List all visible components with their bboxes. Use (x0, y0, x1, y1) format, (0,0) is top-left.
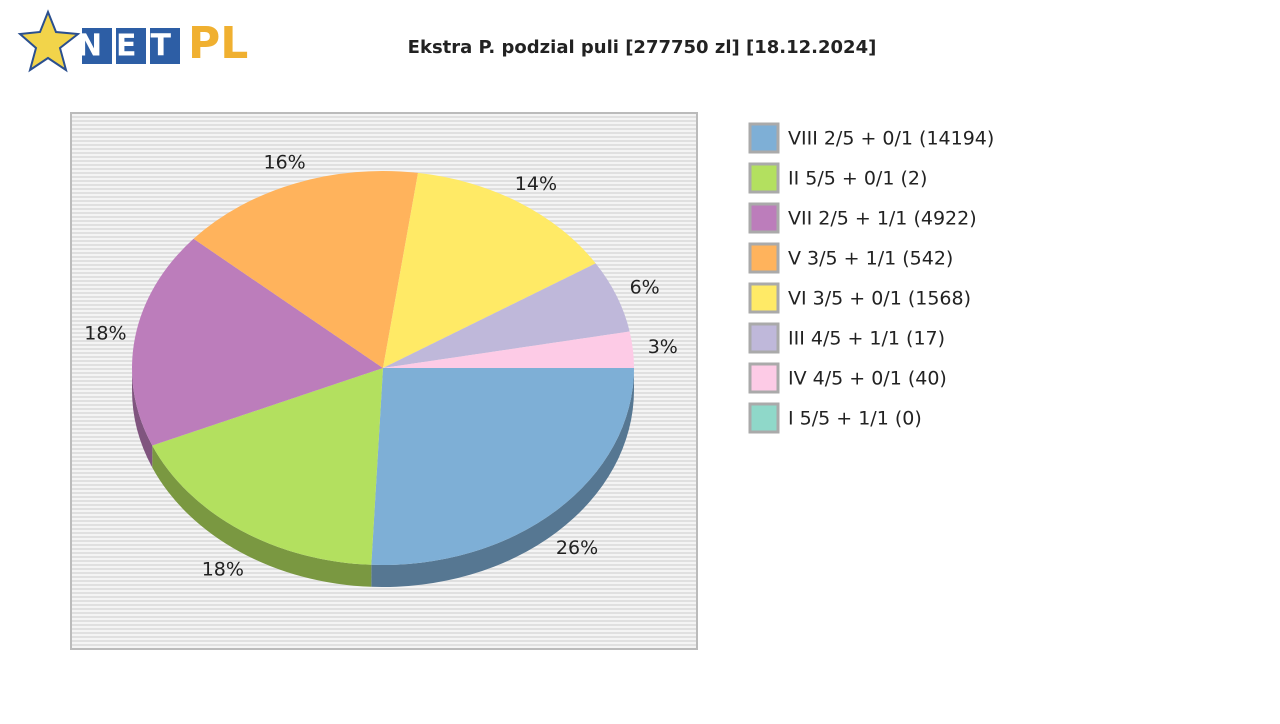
logo-box (150, 28, 180, 64)
slice (383, 331, 634, 368)
legend-label: VII 2/5 + 1/1 (4922) (788, 208, 977, 230)
value-label: 18% (202, 558, 244, 580)
legend-swatch (748, 282, 780, 314)
legend-label: V 3/5 + 1/1 (542) (788, 248, 953, 270)
legend-swatch (748, 402, 780, 434)
legend-swatch (748, 322, 780, 354)
value-label: 3% (648, 336, 678, 358)
logo: NET PL (17, 9, 248, 73)
slice (383, 172, 596, 368)
legend-swatch (748, 202, 780, 234)
value-label: 6% (630, 277, 660, 299)
slice (371, 368, 634, 565)
logo-star (17, 9, 81, 73)
legend-swatch (748, 162, 780, 194)
chart-title: Ekstra P. podzial puli [277750 zl] [18.1… (408, 37, 877, 58)
legend-label: III 4/5 + 1/1 (17) (788, 328, 945, 350)
value-label: 16% (263, 151, 305, 173)
slice (152, 368, 383, 565)
value-label: 14% (515, 173, 557, 195)
legend-swatch (748, 362, 780, 394)
logo-box (82, 28, 112, 64)
legend-label: II 5/5 + 0/1 (2) (788, 168, 927, 190)
slice-side (371, 368, 635, 587)
logo-net: NET (77, 29, 185, 64)
slice-side (132, 368, 153, 468)
legend: VIII 2/5 + 0/1 (14194) II 5/5 + 0/1 (2) VI… (748, 122, 994, 434)
logo-box (116, 28, 146, 64)
legend-swatch (748, 242, 780, 274)
value-label: 18% (84, 323, 126, 345)
slice (193, 171, 419, 368)
legend-label: IV 4/5 + 0/1 (40) (788, 368, 947, 390)
value-label: 26% (556, 537, 598, 559)
slice-side (152, 445, 372, 587)
pie: 26% 18% 18% 16% 14% 6% 3% (84, 151, 678, 587)
slice (383, 263, 630, 368)
legend-label: VI 3/5 + 0/1 (1568) (788, 288, 971, 310)
legend-label: I 5/5 + 1/1 (0) (788, 408, 922, 430)
slice (132, 238, 383, 446)
legend-label: VIII 2/5 + 0/1 (14194) (788, 128, 994, 150)
legend-swatch (748, 122, 780, 154)
logo-pl: PL (188, 18, 248, 69)
